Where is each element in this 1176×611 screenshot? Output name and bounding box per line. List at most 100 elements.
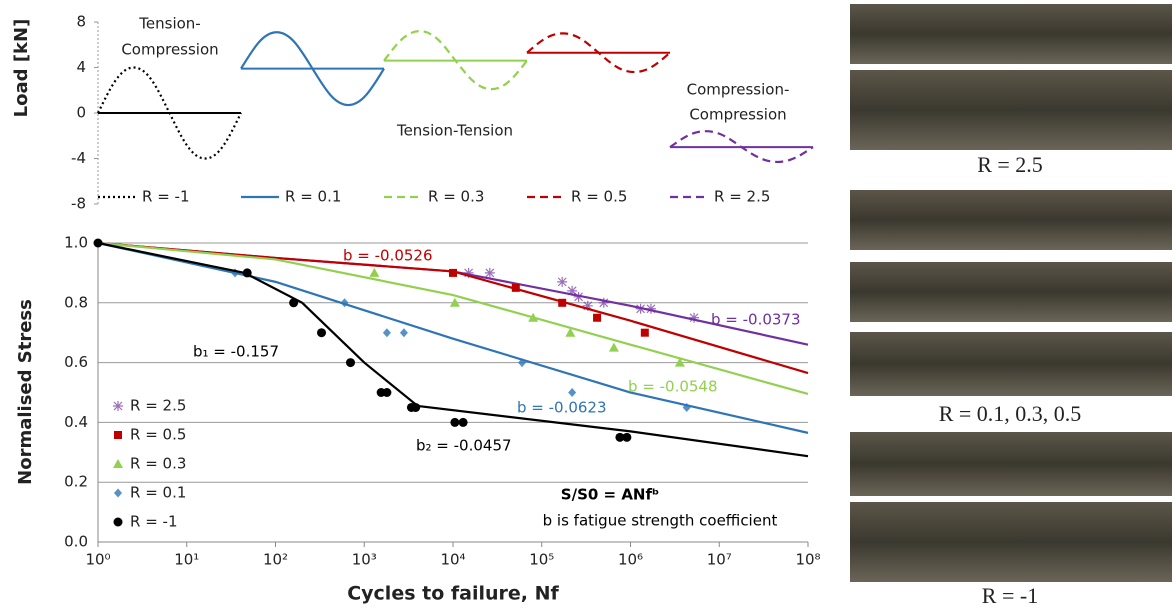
marker <box>340 298 349 308</box>
photo <box>850 70 1172 150</box>
annotation: b₂ = -0.0457 <box>416 437 512 455</box>
legend-label: R = 0.1 <box>285 188 341 206</box>
marker <box>289 298 299 308</box>
y-tick-label: -4 <box>71 149 86 167</box>
legend-label: R = 0.3 <box>428 188 484 206</box>
marker <box>93 238 103 248</box>
photo <box>850 332 1172 396</box>
x-tick-label: 10⁶ <box>618 551 643 569</box>
annotation: b = -0.0526 <box>343 247 433 265</box>
marker <box>382 328 391 338</box>
marker <box>593 313 602 322</box>
legend-label: R = 0.3 <box>130 455 186 473</box>
y-axis-label: Normalised Stress <box>15 299 36 485</box>
annotation: Compression- <box>687 81 790 99</box>
annotation: b₁ = -0.157 <box>193 343 279 361</box>
marker <box>399 328 408 338</box>
marker <box>242 268 252 278</box>
marker <box>518 358 527 368</box>
legend-label: R = 2.5 <box>714 188 770 206</box>
annotation: Tension-Tension <box>396 122 513 140</box>
x-tick-label: 10⁴ <box>440 551 465 569</box>
marker <box>113 401 123 411</box>
annotation: b = -0.0373 <box>711 311 801 329</box>
x-tick-label: 10⁷ <box>707 551 732 569</box>
marker <box>528 312 539 322</box>
photo <box>850 190 1172 250</box>
marker <box>113 517 123 527</box>
photo <box>850 502 1172 582</box>
marker <box>635 303 646 314</box>
y-tick-label: 8 <box>76 13 86 31</box>
marker <box>369 267 380 277</box>
photo-caption: R = 0.1, 0.3, 0.5 <box>939 401 1082 426</box>
marker <box>582 300 593 311</box>
marker <box>113 459 123 468</box>
marker <box>114 488 122 498</box>
y-tick-label: 0.2 <box>64 473 88 491</box>
marker <box>558 298 567 307</box>
marker <box>565 327 576 337</box>
y-tick-label: 0.4 <box>64 413 88 431</box>
annotation: b = -0.0623 <box>517 399 607 417</box>
legend-label: R = 0.5 <box>571 188 627 206</box>
annotation: Compression <box>121 41 218 59</box>
marker <box>674 357 685 367</box>
marker <box>463 267 474 278</box>
photo <box>850 262 1172 322</box>
annotation: S/S0 = ANfᵇ <box>561 486 659 504</box>
y-tick-label: 0 <box>76 104 86 122</box>
marker <box>689 312 700 323</box>
marker <box>458 417 468 427</box>
marker <box>622 432 632 442</box>
y-tick-label: 4 <box>76 58 86 76</box>
x-tick-label: 10² <box>263 551 288 569</box>
marker <box>511 283 520 292</box>
x-tick-label: 10⁸ <box>795 551 820 569</box>
marker <box>615 432 625 442</box>
y-tick-label: 1.0 <box>64 234 88 252</box>
legend-label: R = 0.1 <box>130 484 186 502</box>
photos: R = 2.5 R = 0.1, 0.3, 0.5 R = -1 <box>850 4 1172 608</box>
marker <box>645 303 656 314</box>
marker <box>449 297 460 307</box>
x-tick-label: 10⁰ <box>85 551 110 569</box>
y-axis-label: Load [kN] <box>11 19 32 118</box>
photo-caption: R = -1 <box>982 583 1038 608</box>
marker <box>114 431 122 439</box>
annotation: Tension- <box>138 15 200 33</box>
marker <box>450 417 460 427</box>
waveform <box>669 130 814 164</box>
marker <box>598 297 609 308</box>
marker <box>484 267 495 278</box>
marker <box>608 342 619 352</box>
annotation: b = -0.0548 <box>628 378 718 396</box>
x-tick-label: 10¹ <box>174 551 199 569</box>
fit-line <box>97 241 809 434</box>
waveform <box>383 29 528 91</box>
photo <box>850 4 1172 64</box>
marker <box>568 388 577 397</box>
fit-line <box>97 241 809 396</box>
x-axis-label: Cycles to failure, Nf <box>347 583 559 605</box>
marker <box>382 388 392 397</box>
y-tick-label: -8 <box>71 195 86 213</box>
marker <box>557 276 568 287</box>
marker <box>573 291 584 302</box>
marker <box>567 285 578 296</box>
photo <box>850 432 1172 496</box>
fit-line <box>97 241 809 346</box>
y-tick-label: 0.0 <box>64 533 88 551</box>
photo-caption: R = 2.5 <box>977 152 1043 177</box>
legend-label: R = 0.5 <box>130 426 186 444</box>
marker <box>682 402 691 412</box>
waveform <box>97 66 242 160</box>
marker <box>411 402 421 412</box>
annotation: Compression <box>689 106 786 124</box>
marker <box>640 328 649 337</box>
waveform <box>240 31 385 107</box>
x-tick-label: 10⁵ <box>529 551 554 569</box>
annotation: b is fatigue strength coefficient <box>543 512 778 530</box>
y-tick-label: 0.8 <box>64 293 88 311</box>
